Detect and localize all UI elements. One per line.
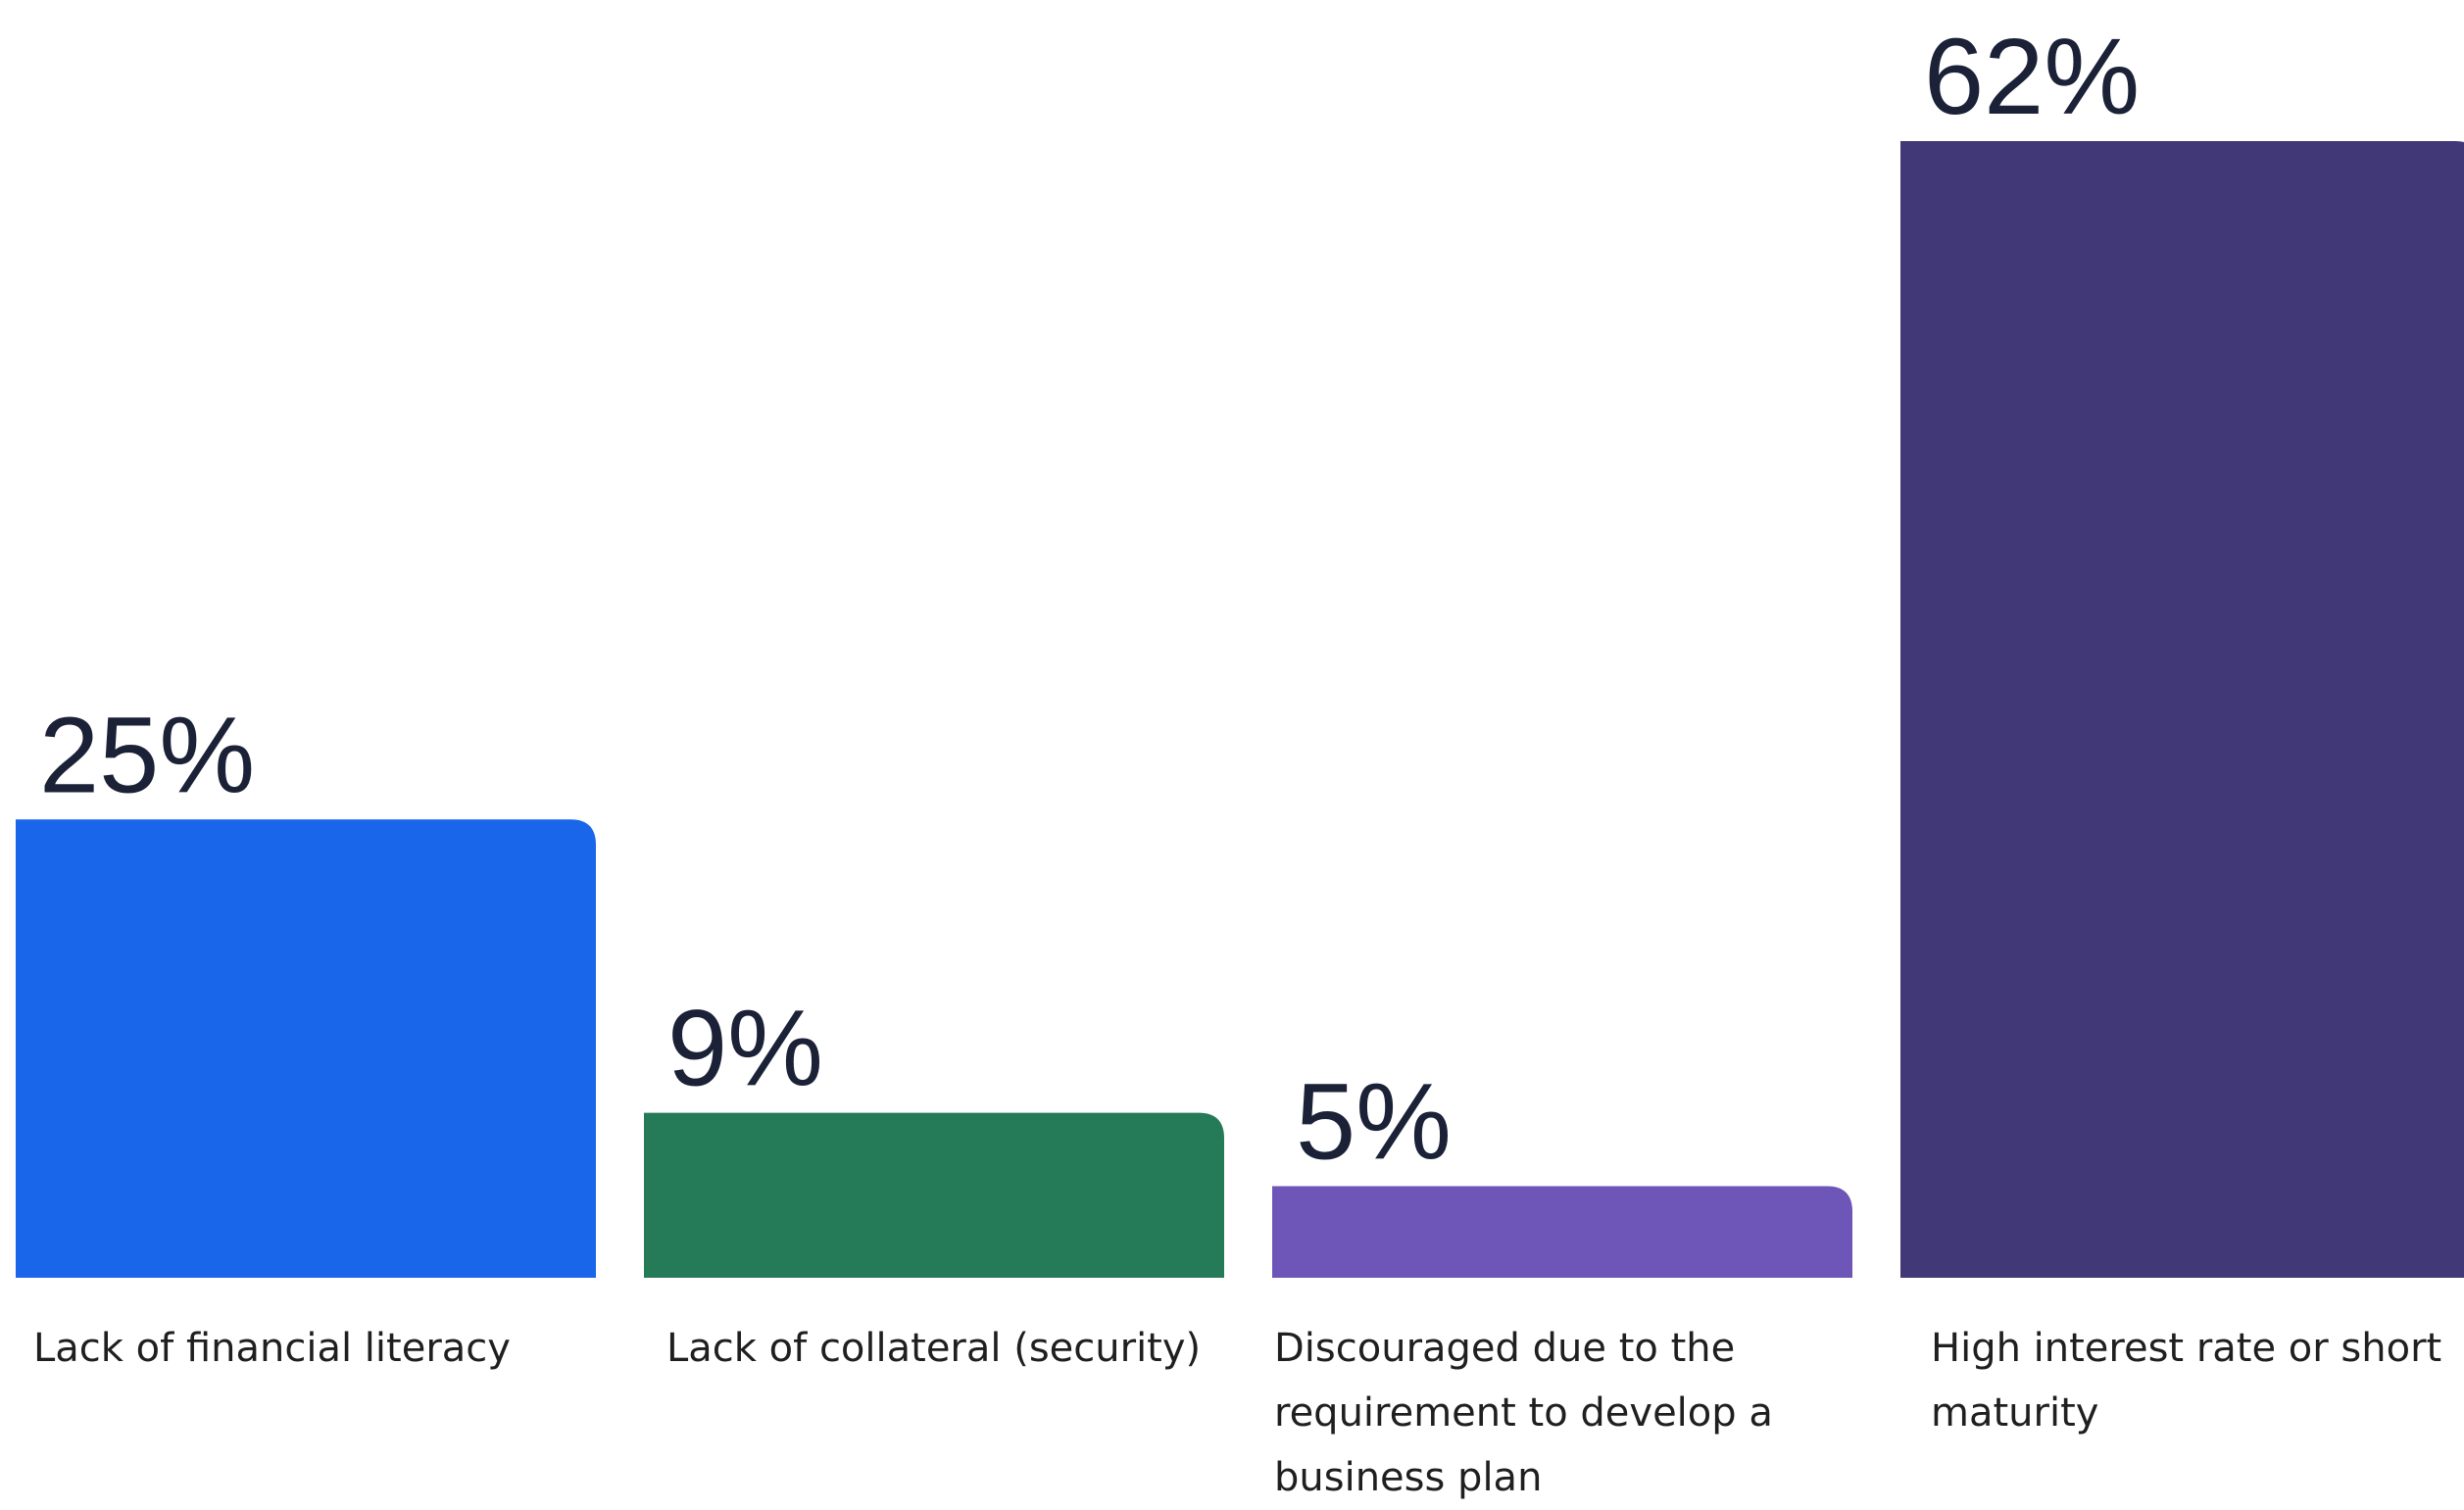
bar-1 xyxy=(16,819,596,1278)
category-label-1: Lack of financial literacy xyxy=(33,1326,511,1371)
bar-2 xyxy=(644,1112,1224,1278)
bar-3 xyxy=(1272,1186,1852,1278)
value-label-3: 5% xyxy=(1296,1061,1452,1182)
value-label-4: 62% xyxy=(1924,17,2140,137)
bar-4 xyxy=(1900,141,2464,1278)
value-label-2: 9% xyxy=(667,989,823,1109)
category-label-4: High interest rate or short maturity xyxy=(1931,1326,2442,1436)
value-label-1: 25% xyxy=(39,695,255,815)
category-label-3: Discouraged due to the requirement to de… xyxy=(1274,1326,1773,1500)
category-label-2: Lack of collateral (security) xyxy=(666,1326,1202,1371)
